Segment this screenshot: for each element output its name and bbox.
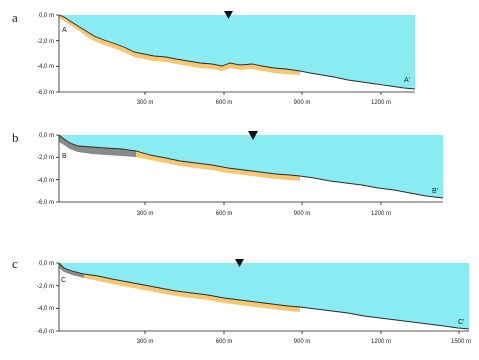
y-tick-label: -4,0 m <box>37 306 54 312</box>
x-tick-label: 300 m <box>137 211 154 217</box>
profile-start-label-b: B <box>62 153 67 160</box>
x-tick-label: 1500 m <box>451 339 471 345</box>
y-tick-label: -4,0 m <box>37 64 54 70</box>
x-axis-ticks-c <box>144 331 460 334</box>
sediment-layer-a <box>59 15 300 75</box>
seabed-a <box>59 15 415 92</box>
sea-level-marker-icon <box>235 259 244 267</box>
x-tick-label: 600 m <box>216 100 233 106</box>
y-tick-label: -2,0 m <box>37 284 54 290</box>
seabed-line-b <box>58 134 444 199</box>
profile-panel-b: b 0,0 m -2,0 m -4,0 m -6,0 m 300 m 600 m… <box>12 130 444 217</box>
x-tick-label: 900 m <box>294 339 311 345</box>
profile-end-label-a: A' <box>404 77 410 84</box>
profile-panel-a: a 0,0 m -2,0 m -4,0 m -6,0 m 300 m 600 m… <box>12 10 416 106</box>
x-tick-label: 600 m <box>216 211 233 217</box>
profile-start-label-a: A <box>62 27 67 34</box>
x-tick-label: 1200 m <box>371 100 391 106</box>
y-axis-ticks-b <box>56 134 59 203</box>
profile-end-label-b: B' <box>432 188 438 195</box>
sediment-layer-b <box>136 151 300 181</box>
sea-level-marker-icon <box>248 131 258 140</box>
rock-outcrop-b <box>59 135 136 157</box>
seabed-c <box>59 263 469 331</box>
x-tick-label: 900 m <box>294 100 311 106</box>
x-tick-label: 600 m <box>216 339 233 345</box>
x-tick-label: 900 m <box>294 211 311 217</box>
x-tick-label: 300 m <box>137 339 154 345</box>
y-tick-label: 0,0 m <box>39 133 54 139</box>
rock-outcrop-c <box>59 263 84 278</box>
y-tick-label: 0,0 m <box>39 13 54 19</box>
y-tick-label: -6,0 m <box>37 90 54 96</box>
y-tick-label: 0,0 m <box>39 261 54 267</box>
panel-letter-b: b <box>12 130 19 145</box>
y-tick-label: -2,0 m <box>37 155 54 161</box>
profile-panel-c: c 0,0 m -2,0 m -4,0 m -6,0 m 300 m 600 m… <box>12 256 471 345</box>
panel-letter-c: c <box>12 256 18 271</box>
profile-start-label-c: C <box>61 277 66 284</box>
y-tick-label: -4,0 m <box>37 178 54 184</box>
y-tick-label: -2,0 m <box>37 39 54 45</box>
y-tick-label: -6,0 m <box>37 200 54 206</box>
y-tick-label: -6,0 m <box>37 329 54 335</box>
seabed-line-c <box>58 262 470 330</box>
sea-level-marker-icon <box>224 11 233 19</box>
panel-letter-a: a <box>12 10 18 25</box>
x-axis-ticks-b <box>144 202 382 205</box>
x-tick-label: 1200 m <box>371 339 391 345</box>
x-axis-ticks-a <box>144 92 382 95</box>
x-tick-label: 300 m <box>137 100 154 106</box>
seabed-b <box>59 135 443 202</box>
seabed-line-a <box>58 14 416 90</box>
y-axis-ticks-a <box>56 14 59 93</box>
y-axis-ticks-c <box>56 262 59 332</box>
x-tick-label: 1200 m <box>371 211 391 217</box>
profile-end-label-c: C' <box>458 319 464 326</box>
